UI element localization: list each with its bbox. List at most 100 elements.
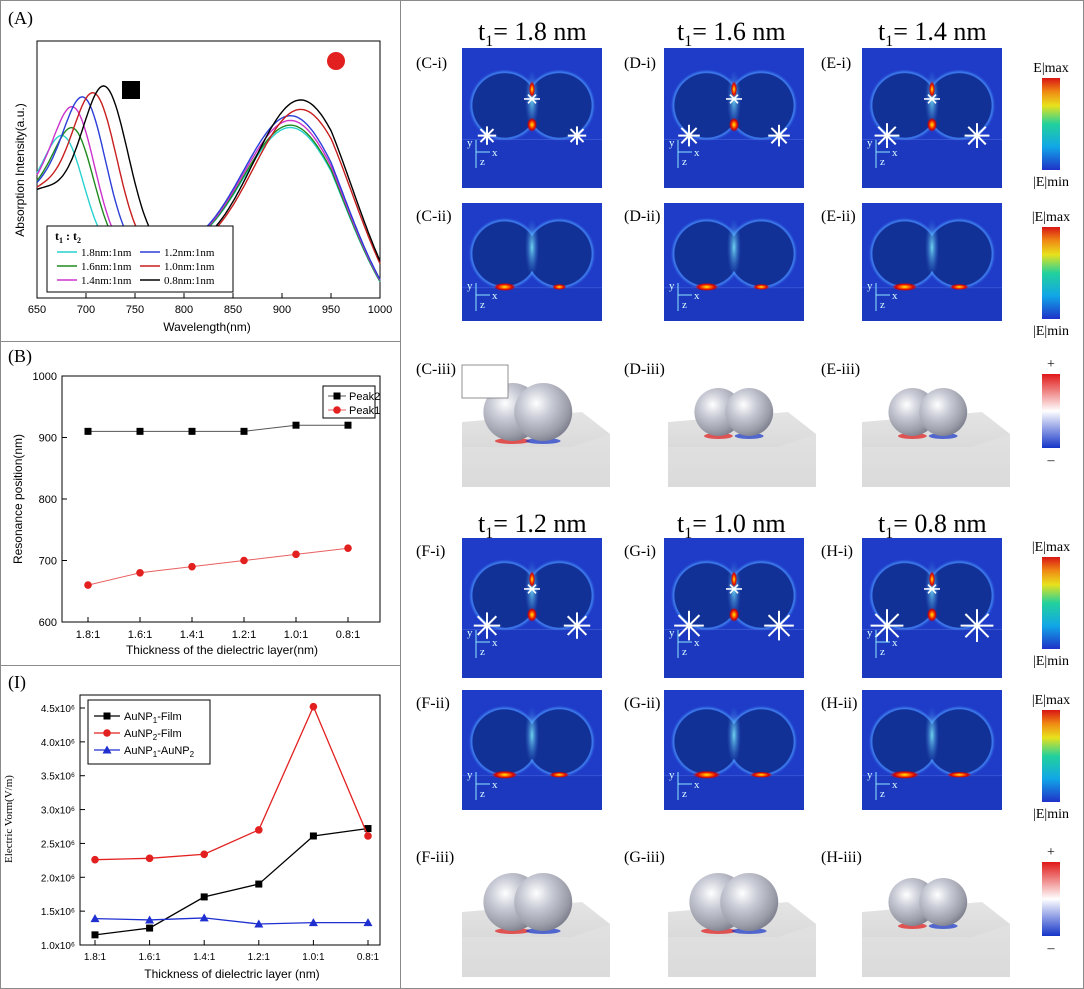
legend-marker [103,729,111,737]
data-point [91,855,99,864]
colorbar-4: |E|max |E|min [1032,540,1070,669]
axis-x-label: x [492,637,498,649]
axis-z-label: z [682,788,687,800]
axis-x-label: x [892,290,898,302]
data-point [136,427,144,435]
colorbar-4-bottom-label: |E|min [1033,654,1069,669]
colorbar-5-bottom-label: |E|min [1033,807,1069,822]
x-tick-label: 1.6:1 [138,952,161,963]
colorbar-1: E|max |E|min [1033,61,1069,190]
data-point [292,550,300,559]
panel-i-legend: AuNP1-Film AuNP2-Film AuNP1-AuNP2 [87,699,211,765]
colorbar-6-bottom-label: – [1047,941,1056,956]
axis-x-label: x [892,147,898,159]
x-tick-label: 1.4:1 [180,629,204,641]
cell-label-row2-1: (D-ii) [624,208,660,225]
data-point [200,850,208,859]
y-tick-label: 3.5x10⁶ [41,772,75,783]
x-tick-label: 1.0:1 [284,629,308,641]
panel-i-series [90,702,373,939]
panel-i-x-label: Thickness of dielectric layer (nm) [144,967,319,981]
field-map-row4-2: y xz [862,538,1002,678]
data-point [146,924,154,932]
panel-a-label: (A) [8,8,33,29]
data-point [84,427,92,435]
data-point [188,427,196,435]
x-tick-label: 0.8:1 [336,629,360,641]
panel-a-x-ticks: 650 700 750 800 850 900 950 1000 [28,293,392,316]
colorbars: E|max|E|min|E|max|E|min+–|E|max|E|min|E|… [1032,61,1070,956]
x-tick-label: 950 [322,304,340,316]
axis-y-label: y [467,137,473,149]
field-map-row1-0: y xz [462,48,602,188]
legend-label: 1.4nm:1nm [81,275,132,287]
cell-label-row6-1: (G-iii) [624,849,665,866]
axis-x-label: x [892,637,898,649]
panel-i-label: (I) [8,672,26,693]
field-map-row1-1: y xz [664,48,804,188]
axis-y-label: y [467,627,473,639]
cell-label-row4-1: (G-i) [624,543,656,560]
legend-marker [103,712,111,720]
x-tick-label: 850 [224,304,242,316]
legend-label: AuNP1-AuNP2 [124,745,195,759]
x-tick-label: 1.8:1 [84,952,107,963]
panel-b-y-label: Resonance position(nm) [11,434,25,564]
panel-b-resonance-chart: (B) 600 700 800 900 1000 1.8:1 1.6:1 1.4:1 1.2:1… [8,346,381,657]
header-bottom-0: t1= 1.2 nm [478,509,587,542]
circle-marker-icon [327,52,345,70]
square-marker-icon [122,81,140,99]
legend-label: Peak2 [349,391,380,403]
x-tick-label: 900 [273,304,291,316]
sphere-render-c [462,383,610,487]
legend-marker [102,745,112,754]
colorbar-3-bottom-label: – [1047,453,1056,468]
field-map-row4-1: y xz [664,538,804,678]
cell-label-row2-0: (C-ii) [416,208,452,225]
axis-y-label: y [467,769,473,781]
y-tick-label: 3.0x10⁶ [41,806,75,817]
panel-b-legend: Peak2 Peak1 [322,385,380,419]
axis-y-label: y [669,627,675,639]
y-tick-label: 4.5x10⁶ [41,704,75,715]
field-map-row5-2: y xz [862,690,1002,810]
data-point [240,556,248,565]
colorbar-3-top-label: + [1047,357,1055,372]
colorbar-3: +– [1042,357,1060,468]
data-point [308,918,318,927]
cell-label-row4-2: (H-i) [821,543,853,560]
axis-x-label: x [492,147,498,159]
axis-x-label: x [492,290,498,302]
series-line-2 [94,917,368,925]
field-map-row5-1: y xz [664,690,804,810]
axis-x-label: x [694,147,700,159]
colorbar-1-top-label: E|max [1033,61,1068,76]
series-curve-3 [36,96,381,280]
legend-label: Peak1 [349,405,380,417]
panel-a-absorption-chart: (A) 650 700 750 800 850 900 950 1000 Wavelength… [8,8,392,334]
header-bottom-2: t1= 0.8 nm [878,509,987,542]
field-map-row4-0: y xz [462,538,602,678]
x-tick-label: 1.2:1 [248,952,271,963]
cell-label-row3-1: (D-iii) [624,361,665,378]
field-map-row2-2: y xz [862,203,1002,321]
cell-label-row6-0: (F-iii) [416,849,454,866]
axis-y-label: y [867,769,873,781]
y-tick-label: 2.0x10⁶ [41,873,75,884]
panel-i-y-label: Electric Vorm(V/m) [3,775,15,863]
colorbar-5: |E|max |E|min [1032,693,1070,822]
legend-label: AuNP2-Film [124,728,182,742]
y-tick-label: 600 [39,617,57,629]
x-tick-label: 1.6:1 [128,629,152,641]
field-map-row1-2: y xz [862,48,1002,188]
data-point [309,702,318,711]
panel-a-legend-items: 1.8nm:1nm 1.6nm:1nm 1.4nm:1nm 1.2nm:1nm 1.0n… [57,247,215,287]
sphere-render-d [668,388,816,487]
sphere-render-h [862,878,1010,977]
cell-label-row3-2: (E-iii) [821,361,860,378]
axis-x-label: x [492,779,498,791]
data-point [199,913,209,922]
axis-z-label: z [682,156,687,168]
legend-label: 1.6nm:1nm [81,261,132,273]
panel-b-label: (B) [8,346,32,367]
